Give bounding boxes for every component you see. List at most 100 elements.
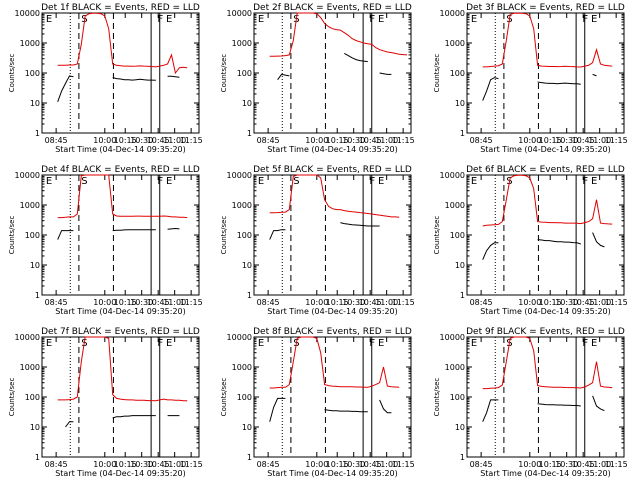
panel-title: Det 5f BLACK = Events, RED = LLD — [253, 165, 412, 175]
x-tick-label: 10:30 — [555, 298, 578, 307]
x-tick-label: 10:15 — [539, 460, 562, 469]
x-tick-label: 10:45 — [572, 460, 595, 469]
panel-title: Det 2f BLACK = Events, RED = LLD — [253, 3, 412, 13]
series-line-events — [57, 75, 180, 102]
y-tick-label: 100 — [450, 231, 465, 240]
panel-title: Det 6f BLACK = Events, RED = LLD — [466, 165, 625, 175]
y-tick-label: 10000 — [227, 171, 252, 180]
corner-label: E — [166, 338, 172, 349]
corner-label: F — [369, 176, 375, 187]
x-tick-label: 11:00 — [163, 298, 186, 307]
x-tick-label: 11:15 — [180, 460, 203, 469]
x-tick-label: 10:45 — [359, 298, 382, 307]
corner-label: F — [157, 176, 163, 187]
y-tick-label: 10 — [455, 261, 465, 270]
series-line-lld — [57, 174, 188, 219]
y-tick-label: 1000 — [20, 201, 40, 210]
corner-label: S — [81, 176, 87, 187]
corner-label: E — [46, 176, 52, 187]
x-tick-label: 10:15 — [539, 298, 562, 307]
y-tick-label: 10000 — [227, 9, 252, 18]
corner-label: F — [157, 14, 163, 25]
x-axis-label: Start Time (04-Dec-14 09:35:20) — [55, 145, 186, 154]
chart-panel-4: Det 4f BLACK = Events, RED = LLD 1 10 100 10… — [8, 165, 203, 316]
y-axis-label: Counts/sec — [8, 216, 16, 255]
corner-label: F — [582, 176, 588, 187]
y-tick-label: 1000 — [232, 39, 252, 48]
y-tick-label: 1 — [460, 291, 465, 300]
corner-label: E — [591, 176, 597, 187]
panel-title: Det 3f BLACK = Events, RED = LLD — [466, 3, 625, 13]
x-tick-label: 10:00 — [305, 136, 328, 145]
y-axis-label: Counts/sec — [433, 54, 441, 93]
y-tick-label: 10 — [30, 261, 40, 270]
x-tick-label: 10:00 — [93, 460, 116, 469]
y-tick-label: 10 — [30, 423, 40, 432]
x-tick-label: 11:00 — [163, 460, 186, 469]
y-tick-label: 10000 — [227, 333, 252, 342]
x-tick-label: 11:00 — [163, 136, 186, 145]
series-line-events — [65, 415, 180, 428]
x-tick-label: 10:45 — [572, 298, 595, 307]
x-tick-label: 10:45 — [359, 460, 382, 469]
y-tick-label: 1000 — [445, 363, 465, 372]
x-tick-label: 11:00 — [588, 136, 611, 145]
corner-label: F — [369, 14, 375, 25]
y-axis-label: Counts/sec — [220, 54, 228, 93]
series-line-lld — [269, 12, 408, 57]
x-tick-label: 11:15 — [392, 460, 415, 469]
x-tick-label: 08:45 — [45, 298, 68, 307]
x-tick-label: 10:30 — [130, 136, 153, 145]
chart-panel-2: Det 2f BLACK = Events, RED = LLD 1 10 100 10… — [220, 3, 415, 154]
series-line-events — [269, 222, 380, 240]
y-tick-label: 1 — [35, 129, 40, 138]
y-tick-label: 10000 — [15, 171, 40, 180]
y-tick-label: 1 — [247, 453, 252, 462]
corner-label: E — [258, 176, 264, 187]
y-axis-label: Counts/sec — [433, 216, 441, 255]
x-tick-label: 08:45 — [257, 460, 280, 469]
x-tick-label: 10:15 — [326, 136, 349, 145]
x-tick-label: 11:15 — [392, 298, 415, 307]
x-tick-label: 10:00 — [518, 460, 541, 469]
plot-frame — [41, 336, 200, 458]
y-tick-label: 10000 — [440, 333, 465, 342]
panel-title: Det 8f BLACK = Events, RED = LLD — [253, 327, 412, 337]
corner-label: E — [166, 14, 172, 25]
plot-frame — [466, 174, 625, 296]
chart-panel-3: Det 3f BLACK = Events, RED = LLD 1 10 100 10… — [433, 3, 628, 154]
x-tick-label: 08:45 — [470, 460, 493, 469]
x-tick-label: 11:15 — [605, 136, 628, 145]
x-tick-label: 10:00 — [518, 136, 541, 145]
x-tick-label: 10:00 — [305, 298, 328, 307]
x-tick-label: 08:45 — [470, 298, 493, 307]
x-axis-label: Start Time (04-Dec-14 09:35:20) — [55, 307, 186, 316]
y-tick-label: 1 — [460, 129, 465, 138]
y-tick-label: 100 — [450, 393, 465, 402]
corner-label: E — [471, 14, 477, 25]
panel-title: Det 1f BLACK = Events, RED = LLD — [41, 3, 200, 13]
y-axis-label: Counts/sec — [433, 378, 441, 417]
y-tick-label: 1000 — [445, 39, 465, 48]
x-tick-label: 11:15 — [605, 298, 628, 307]
y-tick-label: 100 — [237, 393, 252, 402]
x-tick-label: 10:00 — [93, 298, 116, 307]
series-line-lld — [57, 336, 188, 402]
y-tick-label: 10 — [242, 423, 252, 432]
corner-label: E — [378, 14, 384, 25]
x-tick-label: 11:00 — [375, 136, 398, 145]
chart-panel-6: Det 6f BLACK = Events, RED = LLD 1 10 100 10… — [433, 165, 628, 316]
plot-frame — [253, 174, 412, 296]
chart-panel-7: Det 7f BLACK = Events, RED = LLD 1 10 100 10… — [8, 327, 203, 478]
y-tick-label: 1000 — [20, 363, 40, 372]
y-tick-label: 10 — [455, 99, 465, 108]
x-tick-label: 10:15 — [114, 298, 137, 307]
series-line-events — [277, 52, 392, 80]
y-tick-label: 1000 — [20, 39, 40, 48]
corner-label: E — [166, 176, 172, 187]
x-tick-label: 10:45 — [572, 136, 595, 145]
x-tick-label: 10:15 — [114, 460, 137, 469]
y-tick-label: 1000 — [232, 363, 252, 372]
x-tick-label: 10:30 — [555, 460, 578, 469]
x-axis-label: Start Time (04-Dec-14 09:35:20) — [480, 469, 611, 478]
